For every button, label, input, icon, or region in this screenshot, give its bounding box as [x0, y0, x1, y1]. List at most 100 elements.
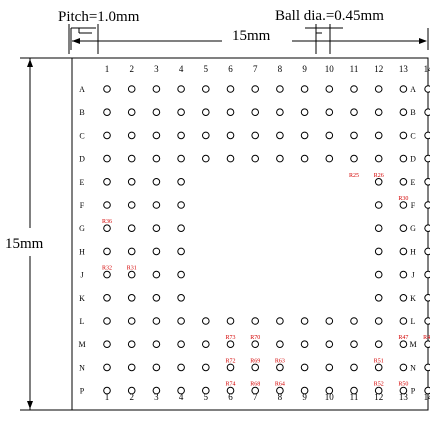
ball [251, 108, 259, 116]
ball [251, 340, 259, 349]
ball [127, 224, 136, 232]
row-label-left: E [80, 178, 85, 187]
column-label-bottom: 13 [399, 392, 409, 402]
ball [202, 108, 210, 116]
ball [300, 317, 309, 325]
column-label-top: 7 [253, 64, 258, 74]
column-label-top: 6 [228, 64, 233, 74]
ball [177, 131, 185, 140]
column-label-top: 9 [302, 64, 307, 74]
ball [399, 363, 408, 372]
ball [276, 85, 284, 93]
ball [300, 85, 309, 93]
ball [325, 154, 334, 163]
pitch-label: Pitch=1.0mm [58, 9, 140, 25]
resistor-label: R69 [250, 358, 260, 364]
ball [202, 85, 210, 93]
ball [127, 270, 136, 279]
ball [276, 154, 284, 163]
ball [226, 363, 235, 372]
row-label-left: P [80, 387, 85, 396]
ball [226, 340, 235, 349]
ball-dia-label: Ball dia.=0.45mm [275, 8, 384, 24]
ball [127, 247, 136, 256]
ball [103, 178, 111, 186]
ball [399, 154, 408, 163]
package-outline [71, 57, 429, 411]
ball [251, 386, 259, 395]
ball [226, 131, 235, 140]
ball [424, 224, 430, 232]
row-label-right: B [410, 108, 415, 117]
resistor-label: R31 [127, 266, 137, 272]
ball [177, 363, 185, 372]
ball [127, 294, 136, 302]
ball [127, 340, 136, 349]
ball [152, 340, 161, 349]
ball [152, 247, 161, 256]
ball [226, 85, 235, 93]
ball [251, 131, 259, 140]
ball [424, 247, 430, 256]
ball [374, 178, 383, 186]
column-label-top: 11 [350, 64, 359, 74]
ball [424, 363, 430, 372]
ball [374, 201, 383, 209]
column-label-bottom: 2 [129, 392, 134, 402]
row-label-right: P [411, 387, 416, 396]
resistor-label: R47 [398, 335, 408, 341]
row-label-right: H [410, 247, 416, 256]
ball [374, 131, 383, 140]
ball [226, 154, 235, 163]
ball [103, 131, 111, 140]
ball [127, 317, 136, 325]
ball [103, 154, 111, 163]
ball [226, 317, 235, 325]
column-label-top: 4 [179, 64, 184, 74]
ball [202, 363, 210, 372]
ball [103, 317, 111, 325]
ball [399, 270, 408, 279]
ball [325, 317, 334, 325]
ball [374, 386, 383, 395]
resistor-label: R64 [275, 382, 285, 388]
row-label-right: F [411, 201, 416, 210]
ball [350, 108, 358, 116]
ball [374, 270, 383, 279]
ball [152, 270, 161, 279]
ball [399, 131, 408, 140]
ball [152, 224, 161, 232]
ball [103, 270, 111, 279]
ball-dia-dimension [305, 24, 343, 54]
ball [127, 108, 136, 116]
ball [424, 294, 430, 302]
ball [399, 224, 408, 232]
ball [424, 154, 430, 163]
ball [177, 85, 185, 93]
row-label-right: N [410, 363, 416, 372]
ball [177, 108, 185, 116]
ball [350, 363, 358, 372]
ball [103, 201, 111, 209]
ball [424, 270, 430, 279]
ball [177, 224, 185, 232]
column-label-top: 3 [154, 64, 159, 74]
ball [374, 340, 383, 349]
ball [325, 108, 334, 116]
row-label-right: E [411, 178, 416, 187]
column-label-top: 13 [399, 64, 409, 74]
ball [325, 340, 334, 349]
ball [103, 340, 111, 349]
ball [350, 317, 358, 325]
ball [350, 154, 358, 163]
ball [325, 131, 334, 140]
ball [399, 178, 408, 186]
column-label-top: 5 [204, 64, 209, 74]
column-label-bottom: 4 [179, 392, 184, 402]
column-label-bottom: 1 [105, 392, 110, 402]
ball [202, 131, 210, 140]
row-label-right: G [410, 224, 416, 233]
row-label-left: J [80, 271, 83, 280]
ball [350, 340, 358, 349]
ball [374, 154, 383, 163]
